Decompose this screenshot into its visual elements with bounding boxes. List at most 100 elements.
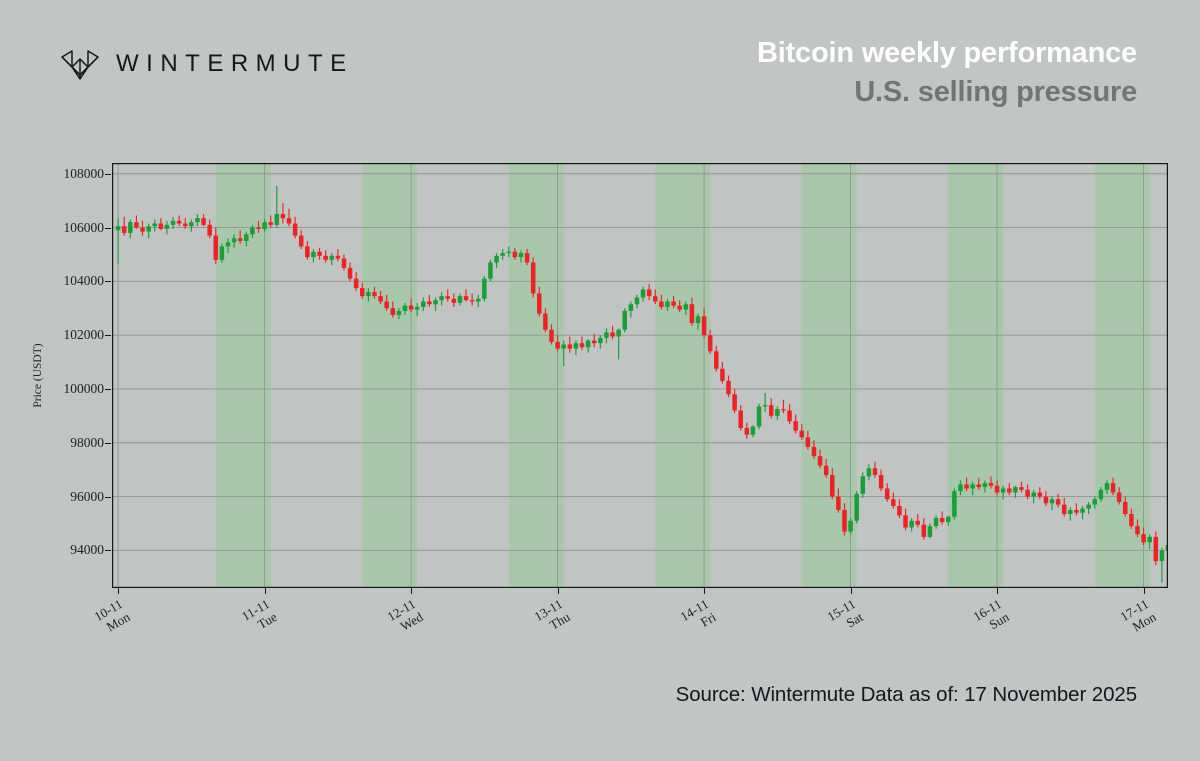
candle-body xyxy=(219,246,225,260)
session-band xyxy=(508,163,564,588)
candle-body xyxy=(469,300,475,302)
candle-body xyxy=(317,251,322,256)
candle-body xyxy=(958,484,963,492)
candle-body xyxy=(891,499,896,506)
candle-body xyxy=(451,298,457,303)
candle-body xyxy=(1098,489,1104,500)
candle-body xyxy=(964,484,969,489)
candle-body xyxy=(848,520,853,532)
candle-body xyxy=(494,255,499,263)
candle-body xyxy=(1080,508,1085,513)
candle-body xyxy=(152,223,157,227)
candle-body xyxy=(866,468,872,477)
y-tick-mark xyxy=(105,442,111,444)
candle-body xyxy=(585,340,591,348)
candle-body xyxy=(878,475,884,489)
candle-body xyxy=(927,526,933,537)
session-band xyxy=(1094,163,1150,588)
y-tick-label: 100000 xyxy=(63,380,105,396)
candle-body xyxy=(842,509,847,532)
session-band xyxy=(801,163,857,588)
candle-body xyxy=(1141,534,1146,543)
candle-body xyxy=(768,405,774,416)
candle-body xyxy=(671,301,676,306)
x-tick-label: 16-11 Sun xyxy=(895,596,1012,681)
candle-body xyxy=(988,483,994,486)
candle-body xyxy=(213,235,219,260)
candle-body xyxy=(378,296,383,302)
candle-body xyxy=(329,255,335,260)
candle-body xyxy=(512,251,518,258)
candle-body xyxy=(530,262,536,294)
x-tick-mark xyxy=(557,588,559,594)
x-tick-label: 10-11 Mon xyxy=(16,596,133,681)
candle-body xyxy=(872,468,878,476)
candle-body xyxy=(549,329,554,342)
candle-body xyxy=(793,421,798,431)
candle-body xyxy=(427,301,432,305)
page-title: Bitcoin weekly performance xyxy=(757,37,1137,69)
candlestick-chart xyxy=(112,163,1168,588)
brand-lockup: WINTERMUTE xyxy=(58,45,354,83)
candle-body xyxy=(640,289,646,298)
candle-body xyxy=(933,518,939,527)
candle-body xyxy=(262,222,267,229)
candle-body xyxy=(1007,488,1012,493)
y-tick-label: 102000 xyxy=(63,327,105,343)
candle-body xyxy=(237,238,243,242)
x-tick-day: Thu xyxy=(546,608,572,633)
candle-body xyxy=(445,296,450,299)
brand-name: WINTERMUTE xyxy=(116,50,354,77)
candle-body xyxy=(823,465,829,476)
candle-body xyxy=(347,267,353,279)
candle-body xyxy=(726,380,731,395)
candle-body xyxy=(1135,526,1140,535)
candle-body xyxy=(750,426,756,435)
candle-body xyxy=(244,234,249,242)
candle-body xyxy=(189,222,194,227)
candle-body xyxy=(1147,536,1152,543)
candle-body xyxy=(402,305,408,311)
candle-body xyxy=(1153,536,1159,562)
x-tick-day: Mon xyxy=(103,608,133,635)
candle-body xyxy=(720,368,725,381)
candle-body xyxy=(1104,483,1110,490)
candle-body xyxy=(176,220,182,224)
candle-body xyxy=(543,313,548,330)
candle-body xyxy=(414,306,420,310)
candle-body xyxy=(421,301,426,307)
candle-body xyxy=(799,430,805,438)
y-axis-ticks: 94000 96000 98000 100000 102000 104000 106000 1… xyxy=(0,0,111,761)
x-tick-mark xyxy=(850,588,852,594)
candle-body xyxy=(146,226,151,232)
candle-body xyxy=(634,297,640,305)
candle-body xyxy=(390,308,396,315)
candle-body xyxy=(1074,509,1079,513)
candle-body xyxy=(781,409,786,411)
candle-body xyxy=(653,296,658,302)
y-tick-mark xyxy=(105,496,111,498)
candle-body xyxy=(714,351,719,369)
candle-body xyxy=(854,493,859,521)
x-tick-mark xyxy=(704,588,706,594)
candle-body xyxy=(701,316,707,336)
candle-body xyxy=(457,296,463,303)
candle-body xyxy=(860,476,866,494)
candle-body xyxy=(830,475,835,497)
y-tick-mark xyxy=(105,227,111,229)
x-tick-day: Tue xyxy=(254,608,279,632)
y-tick-mark xyxy=(105,550,111,552)
candle-body xyxy=(305,246,310,258)
candle-body xyxy=(341,258,347,268)
candle-body xyxy=(1123,501,1128,515)
candle-body xyxy=(598,337,603,344)
candle-body xyxy=(1129,514,1134,527)
candle-body xyxy=(762,405,768,407)
candle-body xyxy=(121,226,127,233)
y-tick-mark xyxy=(105,173,111,175)
candle-body xyxy=(298,235,304,247)
candle-body xyxy=(689,304,695,324)
candle-body xyxy=(756,406,762,427)
candle-body xyxy=(1086,504,1091,509)
